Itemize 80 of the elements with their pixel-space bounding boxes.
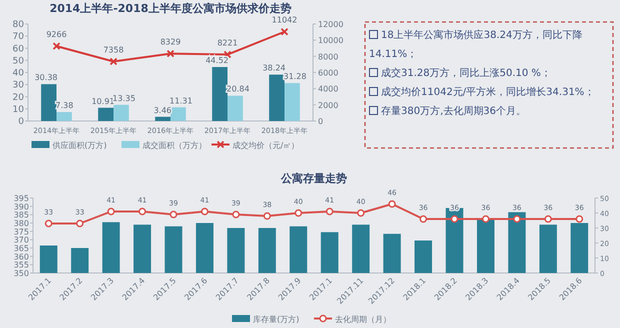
bar <box>212 67 228 121</box>
point <box>544 215 552 223</box>
bar <box>56 112 72 121</box>
point <box>52 42 60 50</box>
data-label: 13.35 <box>112 94 136 103</box>
text: 存量380万方,去化周期36个月。 <box>381 106 526 117</box>
bar <box>114 104 129 121</box>
point <box>170 210 178 218</box>
y-tick-label: 80 <box>12 20 24 30</box>
text: 成交均价11042元/平方米，同比增长34.31%； <box>381 87 594 98</box>
legend-label: 成交均价（元/㎡） <box>232 141 300 150</box>
data-label: 38.24 <box>262 64 286 73</box>
chart-title: 2014上半年-2018上半年度公寓市场供求价走势 <box>50 2 292 15</box>
y-tick-label: 375 <box>14 227 29 236</box>
y2-tick-label: 2000 <box>318 100 338 110</box>
y-tick-label: 70 <box>12 32 24 42</box>
y-tick-label: 10 <box>12 104 24 115</box>
legend-label: 成交面积（万方） <box>142 141 206 150</box>
data-label: 11042 <box>272 16 298 25</box>
data-label: 8329 <box>160 38 181 47</box>
point <box>388 200 396 208</box>
legend-label: 供应面积(万方) <box>52 141 107 150</box>
y-tick-label: 350 <box>14 269 29 278</box>
legend-label: 库存量(万方) <box>253 315 300 324</box>
data-label: 10.91 <box>92 96 114 106</box>
y2-tick-label: 4000 <box>318 84 338 94</box>
point <box>200 208 208 216</box>
y-tick-label: 360 <box>14 252 29 262</box>
y2-tick-label: 0 <box>318 117 324 126</box>
point <box>166 50 174 58</box>
data-label: 8221 <box>217 38 238 48</box>
point <box>107 208 115 216</box>
point <box>110 58 118 66</box>
y-tick-label: 395 <box>14 194 29 203</box>
bar <box>155 116 170 121</box>
bar <box>284 83 300 121</box>
legend-label: 去化周期（月） <box>335 315 391 324</box>
y-tick-label: 385 <box>14 210 29 220</box>
y2-tick-label: 6000 <box>318 68 338 78</box>
point <box>576 215 584 223</box>
y-tick-label: 50 <box>12 56 24 66</box>
data-label: 11.31 <box>170 96 192 106</box>
point <box>357 209 365 217</box>
text: 成交31.28万方，同比上涨50.10 %； <box>381 68 551 79</box>
y2-tick-label: 10000 <box>318 36 344 46</box>
bar <box>170 107 186 121</box>
point <box>326 208 334 216</box>
y-tick-label: 20 <box>12 92 24 103</box>
y-tick-label: 390 <box>14 202 29 212</box>
y-tick-label: 355 <box>14 260 29 270</box>
bar <box>228 96 243 121</box>
data-label: 9266 <box>46 30 67 40</box>
point <box>76 220 84 228</box>
point <box>420 215 428 223</box>
y2-tick-label: 8000 <box>318 52 338 62</box>
point <box>450 215 458 223</box>
point <box>138 208 146 216</box>
bar <box>269 74 284 121</box>
bar <box>98 108 114 121</box>
point <box>44 220 52 228</box>
point <box>513 215 521 223</box>
data-label: 30.38 <box>34 73 58 82</box>
y-tick-label: 370 <box>14 236 29 245</box>
y2-tick-label: 12000 <box>318 20 344 29</box>
y-tick-label: 40 <box>12 68 24 78</box>
point <box>482 215 490 223</box>
point <box>232 210 240 218</box>
text: 18上半年公寓市场供应38.24万方，同比下降14.11%； <box>369 30 582 60</box>
y-tick-label: 30 <box>12 80 24 91</box>
y-tick-label: 60 <box>12 44 24 54</box>
data-label: 7358 <box>103 46 124 55</box>
y-tick-label: 380 <box>14 219 29 228</box>
point <box>280 28 288 36</box>
data-label: 44.52 <box>206 56 228 66</box>
bar <box>41 84 56 121</box>
y-tick-label: 365 <box>14 244 29 253</box>
y-tick-label: 0 <box>18 117 24 127</box>
point <box>263 212 271 220</box>
chart-title: 公寓存量走势 <box>280 172 347 185</box>
point <box>294 209 302 217</box>
